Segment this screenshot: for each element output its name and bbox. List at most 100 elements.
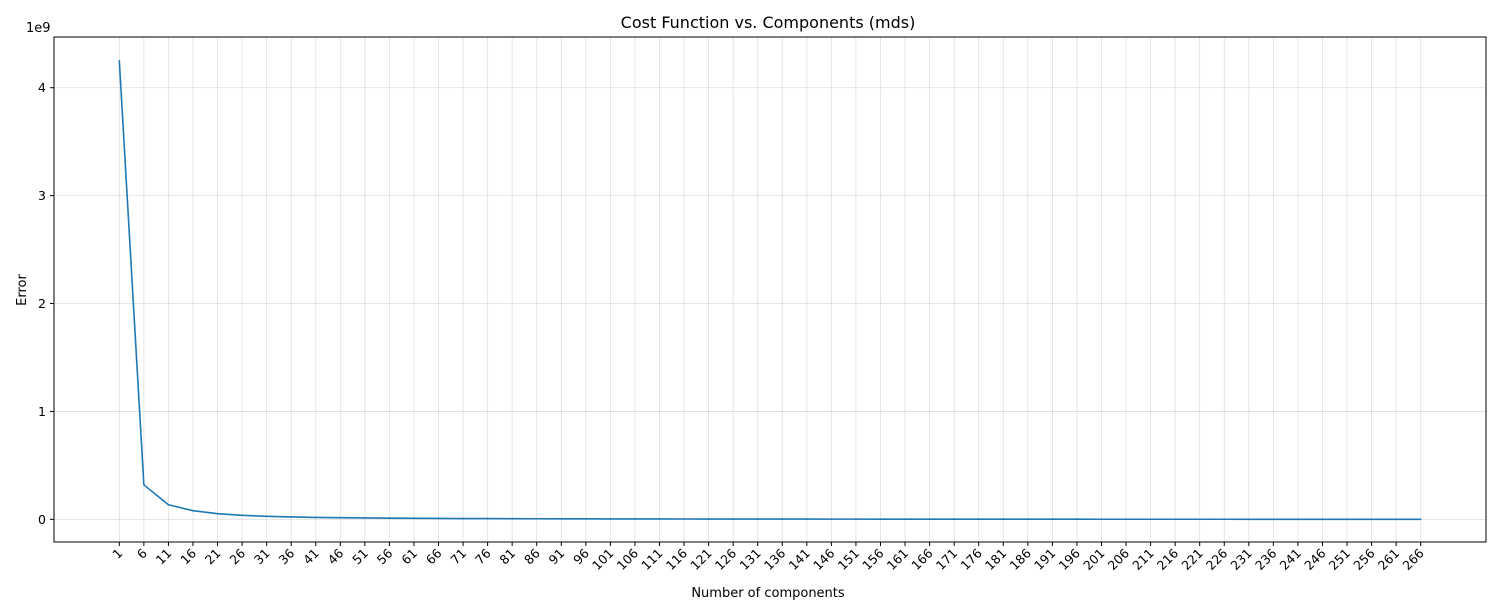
- data-point: [290, 516, 292, 518]
- data-point: [953, 518, 955, 520]
- data-point: [1027, 518, 1029, 521]
- y-offset-label: 1e9: [26, 21, 51, 36]
- x-tick-label: 186: [1006, 545, 1034, 573]
- x-tick-label: 241: [1277, 546, 1304, 573]
- x-tick-label: 166: [908, 545, 936, 573]
- data-point: [241, 514, 243, 517]
- data-point: [265, 515, 268, 518]
- y-tick-label: 0: [38, 512, 46, 527]
- data-point: [1370, 518, 1373, 521]
- x-tick-label: 86: [521, 545, 543, 567]
- x-tick-label: 156: [859, 545, 887, 573]
- x-axis-label: Number of components: [691, 586, 845, 600]
- data-point: [879, 518, 882, 520]
- data-point: [806, 518, 808, 520]
- data-point: [364, 517, 366, 519]
- x-tick-label: 251: [1326, 546, 1353, 573]
- series-line: [118, 60, 1421, 521]
- x-tick-label: 51: [349, 546, 371, 568]
- x-tick-label: 1: [109, 546, 125, 562]
- data-point: [1321, 518, 1324, 521]
- x-tick-label: 71: [447, 546, 469, 568]
- data-point: [216, 512, 219, 515]
- x-tick-label: 216: [1154, 545, 1182, 573]
- x-tick-label: 221: [1178, 546, 1205, 573]
- data-point: [1100, 518, 1103, 521]
- plot-frame: [53, 36, 1487, 543]
- data-point: [707, 518, 710, 520]
- x-tick-label: 191: [1031, 546, 1058, 573]
- x-tick-label: 126: [712, 545, 740, 573]
- y-tick-label: 2: [38, 296, 46, 311]
- data-point: [830, 518, 833, 520]
- x-tick-label: 226: [1203, 545, 1231, 573]
- x-axis-ticks: 1 6 11 16 21 26 31 36 41 46 51 56 61 66 71 76 81 86 91 9610…: [109, 542, 1427, 573]
- data-point: [1125, 518, 1127, 521]
- data-point: [756, 518, 759, 520]
- data-point: [1297, 518, 1299, 521]
- data-point: [634, 518, 636, 520]
- data-point: [535, 517, 538, 520]
- grid-lines: [54, 37, 1486, 542]
- x-tick-label: 151: [835, 546, 862, 573]
- data-point: [609, 518, 612, 520]
- x-tick-label: 206: [1105, 545, 1133, 573]
- x-tick-label: 256: [1350, 545, 1378, 573]
- data-point: [1076, 518, 1078, 521]
- data-point: [658, 518, 661, 520]
- x-tick-label: 36: [275, 545, 297, 567]
- data-point: [1419, 518, 1422, 521]
- x-tick-label: 16: [177, 545, 199, 567]
- data-point: [1198, 518, 1201, 521]
- data-point: [928, 518, 931, 520]
- x-tick-label: 131: [736, 546, 763, 573]
- data-point: [1149, 518, 1152, 521]
- data-point: [1223, 518, 1226, 521]
- data-point: [904, 518, 906, 520]
- x-tick-label: 181: [982, 546, 1009, 573]
- x-tick-label: 106: [614, 545, 642, 573]
- x-tick-label: 111: [638, 546, 665, 573]
- x-tick-label: 176: [957, 545, 985, 573]
- data-point: [1248, 518, 1250, 521]
- series-layer: [118, 59, 1422, 521]
- x-tick-label: 116: [663, 545, 691, 573]
- x-tick-label: 66: [423, 545, 445, 567]
- x-tick-label: 196: [1056, 545, 1084, 573]
- data-point: [1002, 518, 1005, 520]
- data-point: [585, 518, 587, 520]
- data-point: [388, 517, 391, 519]
- y-tick-label: 3: [38, 188, 46, 203]
- data-point: [683, 518, 685, 520]
- x-tick-label: 76: [472, 545, 494, 567]
- x-tick-label: 96: [570, 545, 592, 567]
- y-axis-ticks: 0 1 2 3 4: [38, 80, 54, 527]
- x-tick-label: 11: [153, 546, 175, 568]
- data-point: [781, 518, 784, 520]
- x-tick-label: 26: [226, 545, 248, 567]
- x-tick-label: 146: [810, 545, 838, 573]
- data-point: [118, 59, 121, 62]
- x-tick-label: 6: [134, 545, 150, 561]
- data-point: [339, 516, 342, 519]
- x-tick-label: 21: [202, 546, 224, 568]
- data-point: [732, 518, 734, 520]
- data-point: [1051, 518, 1054, 521]
- y-axis-label: Error: [15, 274, 30, 306]
- data-point: [314, 516, 317, 519]
- x-tick-label: 211: [1129, 546, 1156, 573]
- data-point: [1395, 518, 1397, 521]
- data-point: [511, 517, 513, 520]
- x-tick-label: 141: [785, 546, 812, 573]
- x-tick-label: 246: [1301, 545, 1329, 573]
- data-point: [977, 518, 980, 520]
- data-point: [560, 518, 563, 520]
- data-point: [413, 517, 415, 520]
- x-tick-label: 236: [1252, 545, 1280, 573]
- x-tick-label: 41: [300, 546, 322, 568]
- data-point: [437, 517, 440, 520]
- x-tick-label: 136: [761, 545, 789, 573]
- x-tick-label: 231: [1227, 546, 1254, 573]
- data-point: [462, 517, 464, 520]
